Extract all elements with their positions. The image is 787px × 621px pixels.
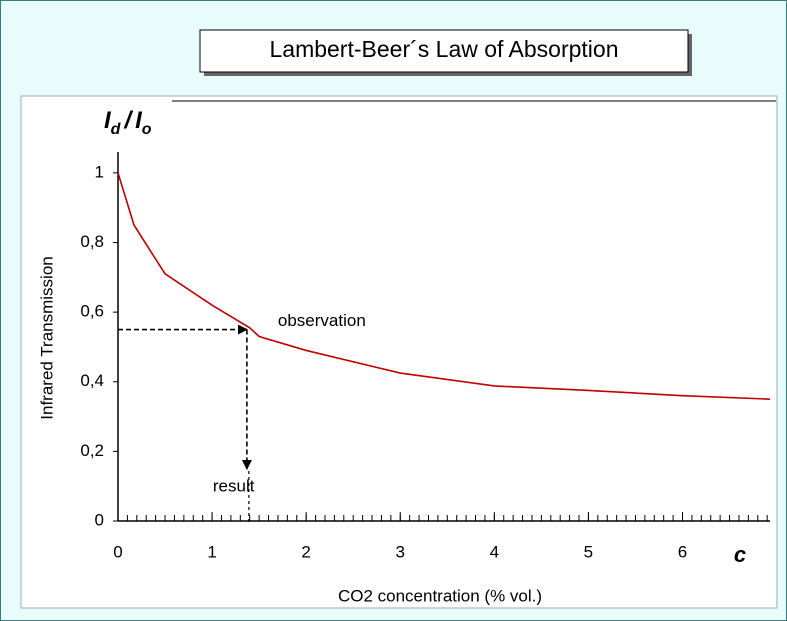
title-box [199, 29, 689, 73]
y-tick-label: 1 [95, 162, 104, 181]
data-line [117, 172, 771, 400]
y-symbol: Id / Io [104, 107, 152, 138]
y-axis-label: Infrared Transmission [37, 256, 56, 419]
plot-panel [20, 95, 778, 609]
x-tick-label: 2 [301, 542, 310, 561]
y-tick-label: 0,6 [80, 302, 104, 321]
x-tick-label: 5 [584, 542, 593, 561]
y-tick-label: 0 [95, 510, 104, 529]
y-symbol-part: I [104, 107, 112, 134]
x-symbol: c [734, 542, 746, 567]
x-tick-label: 6 [678, 542, 687, 561]
x-tick-label: 3 [396, 542, 405, 561]
y-symbol-part: d [111, 121, 122, 138]
x-axis-label: CO2 concentration (% vol.) [338, 586, 542, 605]
y-tick-label: 0,4 [80, 371, 104, 390]
y-symbol-part: / [123, 107, 133, 134]
x-tick-label: 4 [490, 542, 499, 561]
y-symbol-part: o [142, 121, 152, 138]
y-tick-label: 0,2 [80, 441, 104, 460]
annotation: result [213, 476, 255, 495]
y-tick-label: 0,8 [80, 232, 104, 251]
x-tick-label: 0 [113, 542, 122, 561]
y-symbol-part: I [135, 107, 143, 134]
x-tick-label: 1 [207, 542, 216, 561]
annotation: observation [278, 311, 366, 330]
chart-title: Lambert-Beer´s Law of Absorption [269, 36, 618, 62]
